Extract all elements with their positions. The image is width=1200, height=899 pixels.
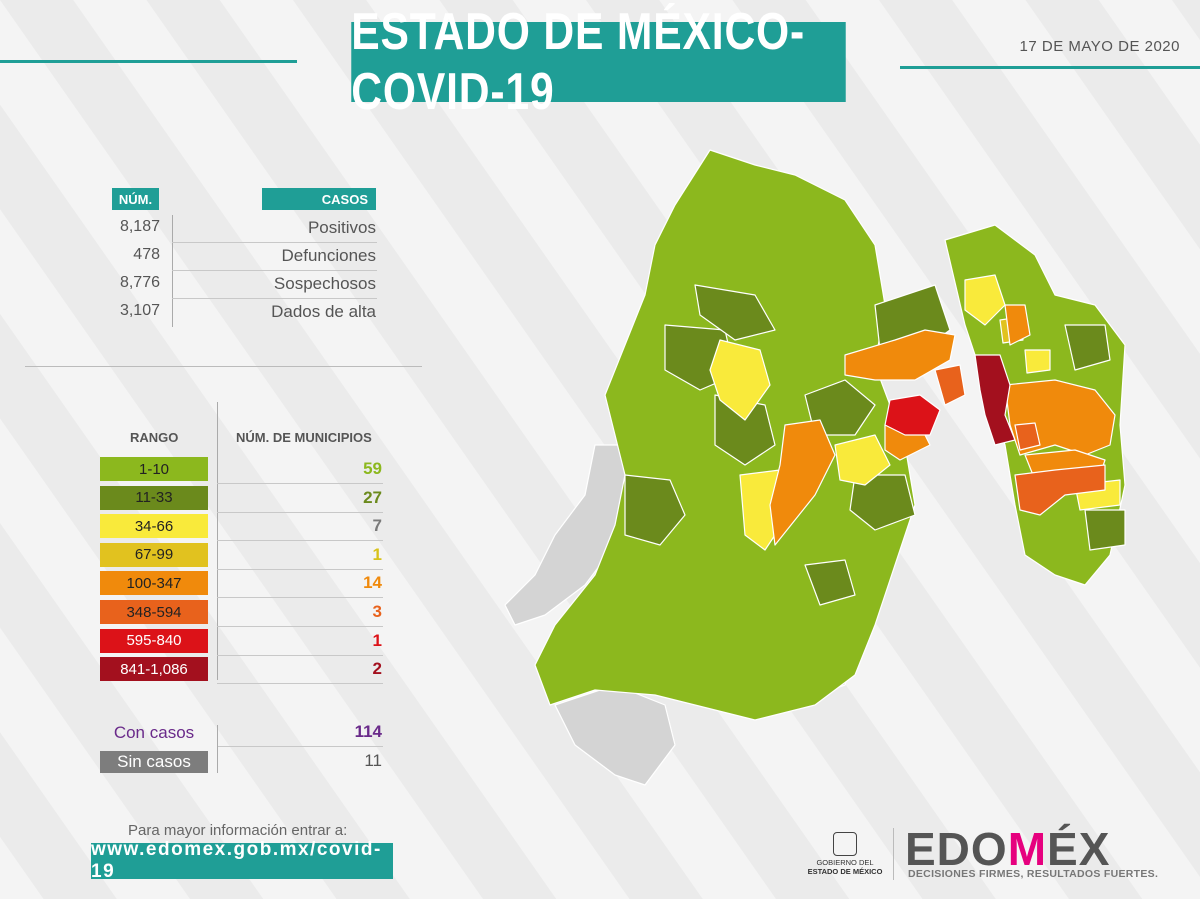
legend-swatch: 100-347 [100, 571, 208, 596]
legend-swatch: 1-10 [100, 457, 208, 481]
legend-header-range: RANGO [130, 430, 179, 445]
legend-count: 1 [372, 544, 382, 564]
map-region-darkgreen [1064, 324, 1111, 371]
header-line-right [900, 66, 1200, 69]
gov-line2: ESTADO DE MÉXICO [807, 867, 883, 876]
row-divider [217, 654, 383, 656]
slogan: DECISIONES FIRMES, RESULTADOS FUERTES. [908, 868, 1159, 880]
map-region-darkgreen [1084, 509, 1126, 551]
legend-swatch: 595-840 [100, 628, 208, 653]
map-region-yellow [964, 274, 1006, 326]
legend-count: 14 [363, 573, 382, 593]
map-region-orange [844, 329, 956, 381]
row-divider [217, 597, 383, 599]
map-region-yellow [834, 434, 891, 486]
legend-swatch: 34-66 [100, 514, 208, 539]
gov-line1: GOBIERNO DEL [816, 858, 874, 867]
positivos-label: Positivos [307, 218, 376, 237]
logo-text-m: M [1007, 823, 1048, 875]
municipality-map [504, 149, 1126, 786]
legend-count: 1 [372, 630, 382, 650]
map-region-darkgreen [849, 474, 916, 531]
row-divider [172, 242, 377, 243]
row-divider [217, 483, 383, 484]
legend-swatch: 841-1,086 [100, 657, 208, 682]
page-title: ESTADO DE MÉXICO-COVID-19 [351, 3, 846, 121]
map-region-darkgreen [624, 474, 686, 546]
info-text: Para mayor información entrar a: [128, 822, 348, 839]
legend-swatch: 11-33 [100, 485, 208, 510]
sospechosos-value: 8,776 [119, 274, 160, 291]
defunciones-label: Defunciones [281, 246, 376, 265]
dados-de-alta-label: Dados de alta [271, 302, 376, 321]
map-region-yellow [709, 339, 771, 421]
map-region-redorange [934, 364, 966, 406]
row-divider [172, 270, 377, 271]
edomex-logo: EDOMÉX [905, 822, 1110, 876]
seal-icon [833, 832, 857, 856]
row-divider [217, 683, 383, 685]
logo-divider [893, 828, 894, 880]
row-divider [217, 540, 383, 542]
con-casos-count: 114 [354, 722, 382, 741]
dados-de-alta-value: 3,107 [119, 302, 160, 319]
sin-casos-count: 11 [364, 751, 382, 770]
legend-count: 27 [363, 487, 382, 507]
col-header-num: NÚM. [112, 188, 159, 210]
legend-swatch: 348-594 [100, 600, 208, 624]
row-divider [217, 511, 383, 513]
legend-count: 59 [363, 459, 382, 478]
logo-text-pre: EDO [905, 823, 1008, 875]
report-date: 17 DE MAYO DE 2020 [1019, 38, 1180, 55]
map-region-nocases [554, 684, 676, 786]
con-casos-label: Con casos [113, 723, 195, 742]
map-region-orange [1004, 304, 1031, 346]
legend-count: 7 [372, 516, 382, 536]
map-region-orange [769, 419, 836, 546]
map-region-darkgreen [694, 284, 776, 341]
legend-count: 2 [372, 659, 382, 679]
logo-text-post: ÉX [1047, 823, 1111, 875]
defunciones-value: 478 [133, 246, 160, 263]
government-seal: GOBIERNO DEL ESTADO DE MÉXICO [800, 832, 890, 876]
map-region-redorange [1014, 422, 1041, 451]
col-header-cases: CASOS [262, 188, 376, 210]
row-divider [172, 298, 377, 299]
map-region-yellow [1024, 349, 1051, 374]
positivos-value: 8,187 [119, 218, 160, 235]
legend-swatch: 67-99 [100, 542, 208, 567]
header-line-left [0, 60, 297, 63]
legend-count: 3 [372, 602, 382, 621]
cases-divider [172, 215, 173, 327]
map-region-redorange [1014, 464, 1106, 516]
sin-casos-label: Sin casos [100, 751, 208, 773]
row-divider [217, 626, 383, 627]
row-divider [217, 746, 383, 747]
section-separator [25, 366, 422, 367]
legend-header-municipios: NÚM. DE MUNICIPIOS [236, 430, 372, 445]
map-region-darkgreen [804, 559, 856, 606]
map-region-darkred [974, 354, 1016, 446]
sospechosos-label: Sospechosos [273, 274, 376, 293]
website-link[interactable]: www.edomex.gob.mx/covid-19 [91, 839, 393, 882]
row-divider [217, 568, 383, 570]
map-region-red [884, 394, 941, 436]
summary-divider [217, 725, 218, 773]
